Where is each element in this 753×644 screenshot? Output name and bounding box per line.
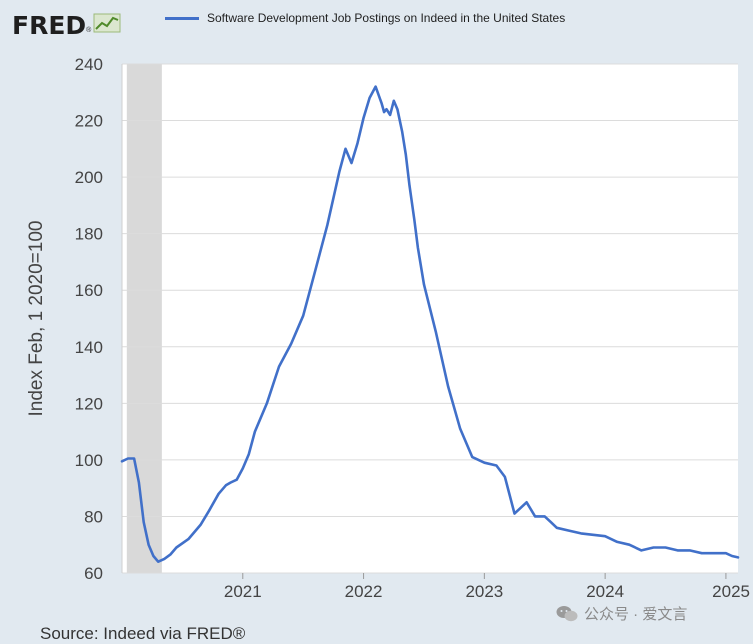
y-tick-label-180: 180 bbox=[75, 225, 103, 244]
y-tick-label-220: 220 bbox=[75, 112, 103, 131]
y-tick-label-160: 160 bbox=[75, 281, 103, 300]
x-axis-tick-labels: 2021 2022 2023 2024 2025 bbox=[224, 573, 750, 601]
y-tick-label-120: 120 bbox=[75, 394, 103, 413]
x-tick-label-2024: 2024 bbox=[586, 582, 624, 601]
recession-shading bbox=[126, 64, 162, 573]
recession-bar bbox=[126, 64, 162, 573]
x-tick-label-2025: 2025 bbox=[712, 582, 750, 601]
logo-registered-mark: ® bbox=[86, 27, 92, 34]
y-tick-label-100: 100 bbox=[75, 451, 103, 470]
legend-label: Software Development Job Postings on Ind… bbox=[207, 11, 566, 25]
series-line[interactable] bbox=[120, 85, 740, 563]
x-tick-label-2022: 2022 bbox=[345, 582, 383, 601]
y-tick-label-60: 60 bbox=[84, 564, 103, 583]
legend-swatch bbox=[165, 16, 199, 20]
y-tick-label-140: 140 bbox=[75, 338, 103, 357]
x-tick-label-2021: 2021 bbox=[224, 582, 262, 601]
logo-text: FRED bbox=[12, 10, 87, 40]
y-axis-tick-labels: 60 80 100 120 140 160 180 200 220 240 bbox=[75, 55, 103, 583]
trend-chart-icon bbox=[93, 13, 121, 33]
y-tick-label-240: 240 bbox=[75, 55, 103, 74]
x-tick-label-2023: 2023 bbox=[465, 582, 503, 601]
chart-legend: Software Development Job Postings on Ind… bbox=[165, 11, 565, 25]
wechat-icon bbox=[556, 605, 578, 621]
y-axis-label: Index Feb, 1 2020=100 bbox=[26, 221, 47, 417]
y-tick-label-80: 80 bbox=[84, 507, 103, 526]
watermark: 公众号 · 爱文言 bbox=[556, 603, 687, 624]
y-tick-label-200: 200 bbox=[75, 168, 103, 187]
source-note: Source: Indeed via FRED® bbox=[40, 624, 246, 643]
fred-logo[interactable]: FRED ® bbox=[12, 8, 121, 42]
gridlines bbox=[121, 63, 738, 574]
watermark-text: 公众号 · 爱文言 bbox=[584, 606, 688, 623]
plot-area bbox=[122, 64, 738, 573]
